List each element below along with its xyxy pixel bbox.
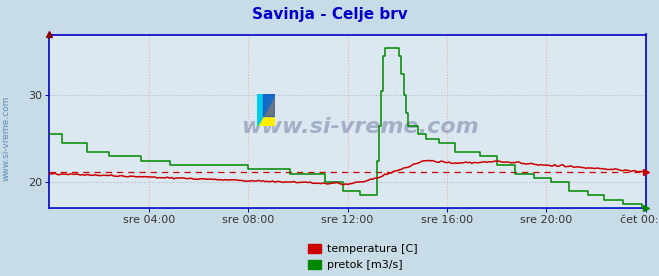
Text: Savinja - Celje brv: Savinja - Celje brv bbox=[252, 7, 407, 22]
Polygon shape bbox=[257, 94, 275, 126]
Polygon shape bbox=[262, 94, 275, 116]
Polygon shape bbox=[257, 94, 275, 126]
Text: www.si-vreme.com: www.si-vreme.com bbox=[2, 95, 11, 181]
Polygon shape bbox=[257, 110, 275, 126]
Legend: temperatura [C], pretok [m3/s]: temperatura [C], pretok [m3/s] bbox=[308, 244, 417, 270]
Text: www.si-vreme.com: www.si-vreme.com bbox=[241, 117, 478, 137]
